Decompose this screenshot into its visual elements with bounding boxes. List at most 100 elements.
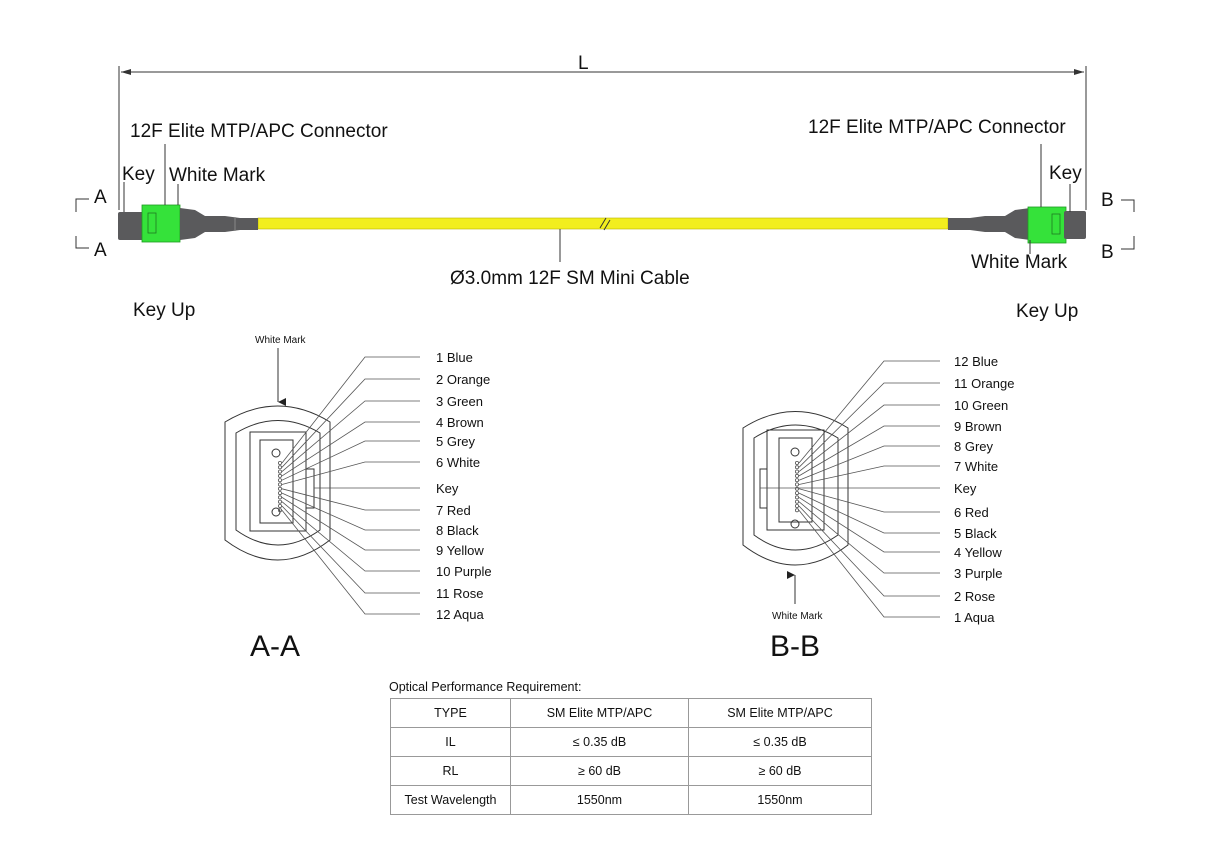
fiber-dot	[795, 491, 800, 496]
right-key-label: Key	[1049, 163, 1082, 184]
table-cell: ≤ 0.35 dB	[510, 727, 689, 757]
fiber-leader-line	[281, 461, 420, 485]
fiber-leader-line	[281, 510, 420, 615]
fiber-leader-line	[281, 440, 420, 481]
fiber-leader-line	[281, 378, 420, 468]
left-key-label: Key	[122, 164, 155, 185]
table-row: Test Wavelength 1550nm 1550nm	[390, 785, 872, 815]
fiber-leader-line	[281, 501, 420, 572]
fiber-dot	[277, 486, 282, 491]
fiber-leader-line	[798, 360, 940, 464]
fiber-label: 7 Red	[436, 503, 471, 518]
table-cell: IL	[390, 727, 511, 757]
fiber-leader-line	[798, 382, 940, 468]
svg-text:B: B	[1101, 190, 1114, 211]
fiber-dot	[277, 495, 282, 500]
fiber-label: 1 Aqua	[954, 610, 995, 625]
fiber-label: 9 Yellow	[436, 543, 484, 558]
section-b-fiber-list: 12 Blue 11 Orange 10 Green 9 Brown 8 Grey 7 W…	[795, 354, 1014, 625]
table-cell: ≥ 60 dB	[510, 756, 689, 786]
fiber-dot	[277, 499, 282, 504]
fiber-leader-line	[798, 465, 940, 485]
fiber-label: 3 Purple	[954, 566, 1002, 581]
fiber-label: 2 Orange	[436, 372, 490, 387]
fiber-label: 4 Brown	[436, 415, 484, 430]
fiber-leader-line	[798, 497, 940, 553]
fiber-dot	[277, 508, 282, 513]
table-cell: ≥ 60 dB	[688, 756, 872, 786]
table-cell: 1550nm	[510, 785, 689, 815]
section-b-title: B-B	[770, 630, 820, 663]
fiber-label: 5 Black	[954, 526, 997, 541]
fiber-label: 12 Blue	[954, 354, 998, 369]
key-label: Key	[954, 481, 977, 496]
section-a-fiber-list: 1 Blue 2 Orange 3 Green 4 Brown 5 Grey 6 Whit…	[277, 350, 492, 622]
svg-text:A: A	[94, 240, 107, 261]
left-white-mark-label: White Mark	[169, 165, 266, 186]
table-cell: Test Wavelength	[390, 785, 511, 815]
fiber-dot	[795, 499, 800, 504]
fiber-leader-line	[798, 425, 940, 477]
left-key-up-label: Key Up	[133, 300, 195, 321]
fiber-leader-line	[798, 492, 940, 534]
fiber-label: 8 Grey	[954, 439, 994, 454]
section-a-title: A-A	[250, 630, 300, 663]
right-connector-label: 12F Elite MTP/APC Connector	[808, 117, 1066, 138]
fiber-label: 6 Red	[954, 505, 989, 520]
fiber-dot	[795, 486, 800, 491]
table-row: TYPE SM Elite MTP/APC SM Elite MTP/APC	[390, 698, 872, 728]
fiber-leader-line	[798, 510, 940, 618]
fiber-leader-line	[281, 421, 420, 477]
fiber-dot	[277, 491, 282, 496]
section-b-white-mark-label: White Mark	[772, 611, 824, 622]
fiber-label: 5 Grey	[436, 434, 476, 449]
fiber-leader-line	[798, 488, 940, 513]
section-a-face: White Mark	[224, 335, 420, 561]
fiber-label: 7 White	[954, 459, 998, 474]
fiber-dot	[277, 478, 282, 483]
fiber-dot	[795, 495, 800, 500]
fiber-label: 6 White	[436, 455, 480, 470]
fiber-leader-line	[281, 505, 420, 594]
fiber-dot	[795, 478, 800, 483]
fiber-leader-line	[798, 505, 940, 597]
fiber-label: 11 Rose	[436, 586, 483, 601]
performance-title: Optical Performance Requirement:	[389, 680, 582, 694]
fiber-label: 2 Rose	[954, 589, 995, 604]
performance-table: TYPE SM Elite MTP/APC SM Elite MTP/APC IL ≤ …	[390, 698, 872, 815]
table-row: IL ≤ 0.35 dB ≤ 0.35 dB	[390, 727, 872, 757]
fiber-label: 9 Brown	[954, 419, 1002, 434]
right-white-mark-label: White Mark	[971, 252, 1068, 273]
fiber-dot	[277, 473, 282, 478]
right-key-up-label: Key Up	[1016, 301, 1078, 322]
key-label: Key	[436, 481, 459, 496]
section-b-face: White Mark	[742, 411, 940, 622]
table-cell: RL	[390, 756, 511, 786]
left-connector-label: 12F Elite MTP/APC Connector	[130, 121, 388, 142]
fiber-leader-line	[281, 356, 420, 464]
fiber-leader-line	[798, 445, 940, 481]
fiber-dot	[795, 469, 800, 474]
left-connector	[118, 204, 258, 243]
fiber-dot	[795, 465, 800, 470]
fiber-leader-line	[281, 488, 420, 511]
fiber-label: 4 Yellow	[954, 545, 1002, 560]
svg-text:A: A	[94, 187, 107, 208]
section-mark-a: A A	[75, 187, 107, 261]
svg-text:B: B	[1101, 242, 1114, 263]
table-cell: 1550nm	[688, 785, 872, 815]
fiber-label: 11 Orange	[954, 376, 1014, 391]
fiber-dot	[277, 469, 282, 474]
fiber-dot	[795, 508, 800, 513]
fiber-label: 1 Blue	[436, 350, 473, 365]
cable-label: Ø3.0mm 12F SM Mini Cable	[450, 268, 690, 289]
fiber-leader-line	[281, 492, 420, 531]
table-cell: ≤ 0.35 dB	[688, 727, 872, 757]
table-cell: SM Elite MTP/APC	[510, 698, 689, 728]
fiber-leader-line	[798, 501, 940, 574]
fiber-label: 12 Aqua	[436, 607, 484, 622]
section-a-white-mark-label: White Mark	[255, 335, 307, 346]
section-mark-b: B B	[1101, 190, 1135, 263]
fiber-dot	[277, 503, 282, 508]
